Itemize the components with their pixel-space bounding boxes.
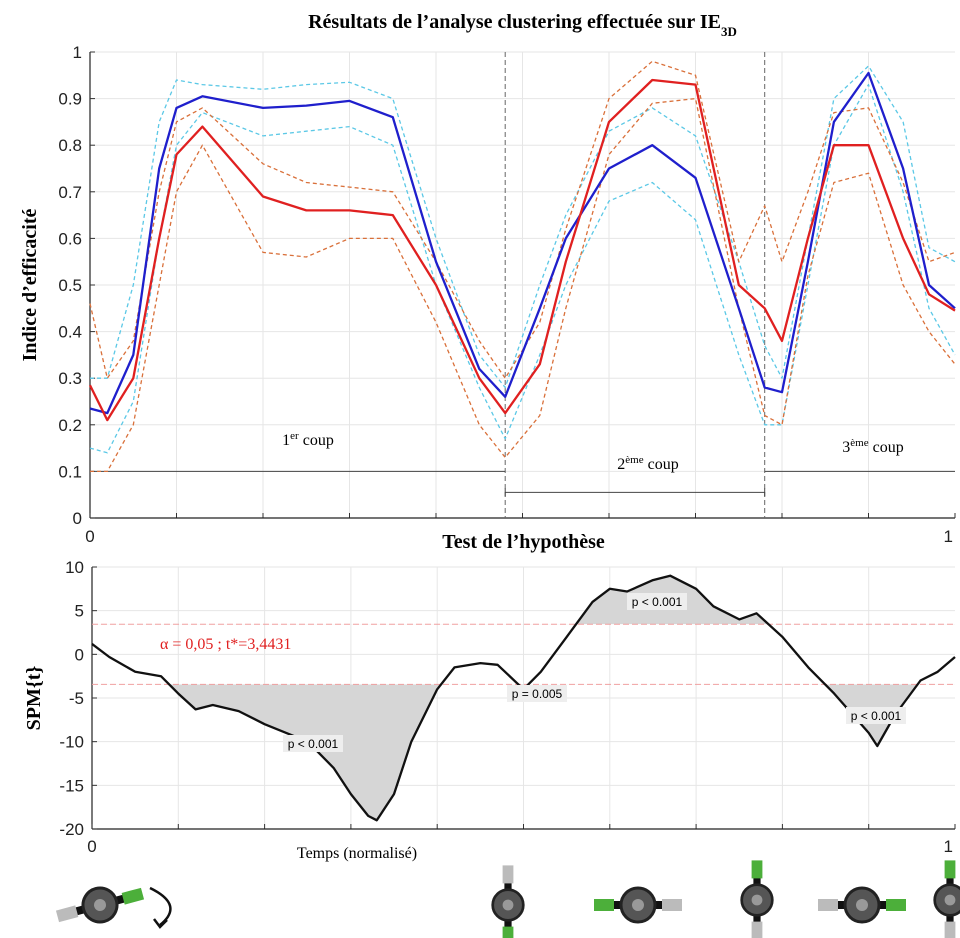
x-tick-label: 0 [87, 837, 96, 856]
phase-superscript: er [290, 430, 299, 442]
y-tick-label: 1 [73, 43, 82, 62]
significant-region [169, 684, 918, 821]
y-tick-label: 0.5 [58, 276, 82, 295]
p-label: p < 0.001 [632, 595, 683, 609]
y-tick-label: 0.4 [58, 323, 82, 342]
phase-number: 1 [282, 432, 290, 449]
y-tick-label: 0.8 [58, 136, 82, 155]
wheel-icons [51, 859, 960, 938]
x-axis-label: Temps (normalisé) [297, 845, 417, 862]
series-line [89, 83, 956, 454]
title-subscript: 3D [721, 24, 737, 39]
p-label-box [507, 685, 567, 702]
p-label: p < 0.001 [288, 737, 339, 751]
p-label-box [283, 735, 343, 752]
y-tick-label: -5 [69, 689, 84, 708]
chart-title: Résultats de l’analyse clustering effect… [308, 11, 737, 39]
y-tick-label: 0.3 [58, 369, 82, 388]
y-tick-label: 0.9 [58, 90, 82, 109]
y-tick-label: -20 [59, 820, 84, 839]
phase-label: 3ème coup [842, 437, 903, 456]
threshold-label: α = 0,05 ; t*=3,4431 [160, 636, 291, 653]
y-tick-label: 5 [75, 602, 84, 621]
p-label-box [627, 593, 687, 610]
y-tick-label: 0.6 [58, 229, 82, 248]
y-tick-label: 0 [75, 645, 84, 664]
p-label: p < 0.001 [851, 709, 902, 723]
series-line [90, 97, 956, 473]
series-line [89, 60, 956, 379]
p-label-box [846, 707, 906, 724]
title-text: Test de l’hypothèse [442, 531, 605, 553]
x-tick-label: 0 [85, 527, 94, 546]
title-text: Résultats de l’analyse clustering effect… [308, 11, 721, 33]
phase-word: coup [299, 432, 334, 449]
x-tick-label: 1 [944, 527, 953, 546]
phase-number: 2 [617, 456, 625, 473]
phase-word: coup [869, 439, 904, 456]
phase-superscript: ème [625, 454, 643, 466]
chart: Résultats de l’analyse clustering effect… [19, 11, 956, 546]
x-tick-label: 1 [944, 837, 953, 856]
p-label: p = 0.005 [512, 687, 563, 701]
chart: Test de l’hypothèse SPM{t} Temps (normalis… [23, 531, 956, 862]
series-line [88, 78, 956, 422]
y-axis-label: Indice d’efficacité [19, 209, 41, 362]
y-tick-label: 0 [73, 509, 82, 528]
y-tick-label: 0.1 [58, 462, 82, 481]
y-tick-label: -15 [59, 776, 84, 795]
y-tick-label: 0.7 [58, 183, 82, 202]
series-line [90, 65, 956, 389]
y-axis-label: SPM{t} [23, 666, 45, 731]
y-tick-label: -10 [59, 733, 84, 752]
phase-number: 3 [842, 439, 850, 456]
y-tick-label: 10 [65, 558, 84, 577]
phase-word: coup [644, 456, 679, 473]
y-tick-label: 0.2 [58, 416, 82, 435]
phase-label: 1er coup [282, 430, 334, 449]
phase-superscript: ème [850, 437, 868, 449]
chart-title: Test de l’hypothèse [442, 531, 605, 553]
series-line [89, 71, 956, 415]
phase-label: 2ème coup [617, 454, 678, 473]
